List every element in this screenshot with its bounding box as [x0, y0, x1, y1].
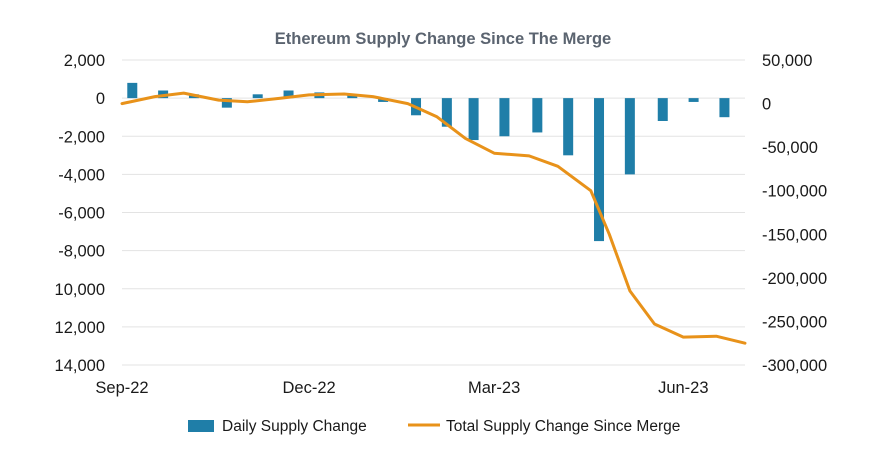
x-tick-label: Sep-22 — [95, 379, 148, 397]
daily-supply-bar — [688, 98, 699, 102]
left-tick-label: -8,000 — [58, 243, 105, 261]
daily-supply-bar — [532, 98, 543, 133]
right-tick-label: -150,000 — [762, 226, 827, 244]
left-tick-label: 0 — [96, 90, 105, 108]
daily-supply-bar — [499, 98, 510, 137]
daily-supply-bar — [221, 98, 232, 108]
left-axis: 2,000 0 -2,000 -4,000 -6,000 -8,000 10,000 12,0… — [55, 52, 105, 375]
chart-title: Ethereum Supply Change Since The Merge — [275, 30, 612, 48]
left-tick-label: 2,000 — [64, 52, 105, 70]
right-tick-label: -300,000 — [762, 357, 827, 375]
legend: Daily Supply Change Total Supply Change … — [188, 418, 680, 435]
daily-supply-bar — [468, 98, 479, 141]
legend-label-total: Total Supply Change Since Merge — [446, 418, 680, 435]
left-tick-label: 14,000 — [55, 357, 105, 375]
left-tick-label: 10,000 — [55, 281, 105, 299]
legend-label-daily: Daily Supply Change — [222, 418, 367, 435]
right-tick-label: 50,000 — [762, 52, 812, 70]
daily-supply-bar — [594, 98, 605, 242]
left-tick-label: -2,000 — [58, 128, 105, 146]
daily-supply-bar — [719, 98, 730, 118]
legend-swatch-daily — [188, 420, 214, 432]
right-tick-label: -50,000 — [762, 139, 818, 157]
total-supply-line — [120, 91, 747, 345]
daily-supply-bars — [127, 82, 730, 242]
daily-supply-bar — [657, 98, 668, 121]
daily-supply-bar — [624, 98, 635, 175]
daily-supply-bar — [563, 98, 574, 156]
x-axis: Sep-22 Dec-22 Mar-23 Jun-23 — [95, 379, 708, 397]
x-tick-label: Dec-22 — [283, 379, 336, 397]
daily-supply-bar — [441, 98, 452, 127]
right-tick-label: -200,000 — [762, 270, 827, 288]
right-tick-label: 0 — [762, 96, 771, 114]
daily-supply-bar — [252, 94, 263, 99]
right-axis: 50,000 0 -50,000 -100,000 -150,000 -200,000 -2… — [762, 52, 827, 375]
total-supply-line-group — [120, 91, 747, 345]
left-tick-label: -4,000 — [58, 166, 105, 184]
daily-supply-bar — [283, 90, 294, 99]
left-tick-label: -6,000 — [58, 205, 105, 223]
left-tick-label: 12,000 — [55, 319, 105, 337]
x-tick-label: Jun-23 — [658, 379, 708, 397]
right-tick-label: -250,000 — [762, 313, 827, 331]
daily-supply-bar — [127, 82, 138, 99]
x-tick-label: Mar-23 — [468, 379, 520, 397]
right-tick-label: -100,000 — [762, 183, 827, 201]
